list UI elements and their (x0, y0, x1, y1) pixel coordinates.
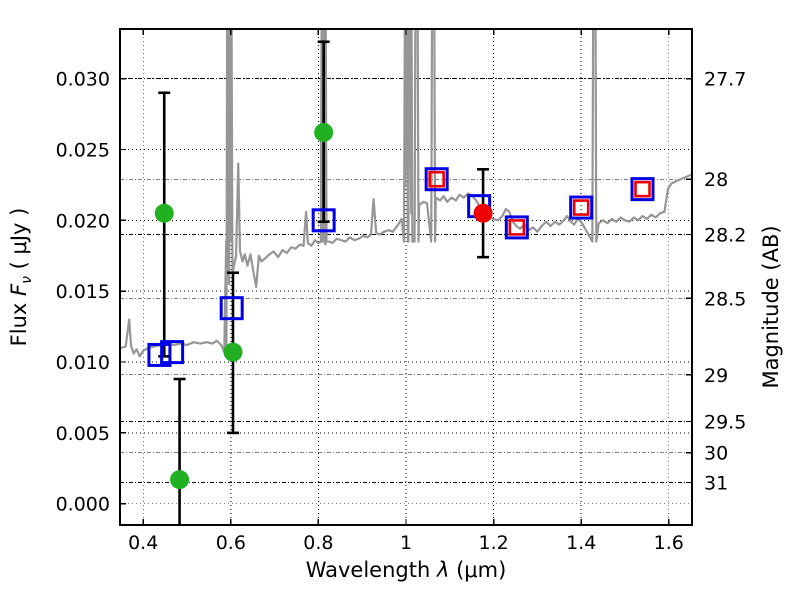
y-right-tick-label: 28 (704, 169, 728, 191)
y-tick-label: 0.020 (56, 210, 110, 232)
spectrum-line (120, 29, 692, 358)
y-right-tick-label: 30 (704, 443, 728, 465)
y-right-tick-label: 29 (704, 365, 728, 387)
y-tick-label: 0.010 (56, 352, 110, 374)
y-right-tick-label: 28.2 (704, 224, 746, 246)
blue-square-marker (219, 296, 244, 321)
blue-square-marker (311, 208, 336, 233)
y-tick-label: 0.030 (56, 69, 110, 91)
blue-square-marker (569, 195, 594, 220)
y-tick-label: 0.000 (56, 494, 110, 516)
x-axis-label: Wavelength λ (μm) (306, 558, 507, 582)
y-right-tick-label: 29.5 (704, 412, 746, 434)
y-tick-label: 0.015 (56, 281, 110, 303)
y-tick-label: 0.025 (56, 139, 110, 161)
red-data-point (473, 203, 493, 223)
x-tick-label: 1.2 (478, 532, 508, 554)
blue-square-marker (160, 340, 185, 365)
y-right-tick-label: 28.5 (704, 288, 746, 310)
x-tick-label: 0.8 (303, 532, 333, 554)
red-square-marker (572, 199, 590, 216)
x-tick-label: 0.4 (128, 532, 158, 554)
green-data-point (223, 342, 243, 362)
green-data-point (170, 470, 190, 490)
x-tick-label: 0.6 (216, 532, 246, 554)
data-layer (120, 29, 692, 525)
red-square-marker (428, 170, 445, 188)
green-data-point (154, 203, 174, 223)
y-tick-label: 0.005 (56, 423, 110, 445)
blue-square-marker (424, 167, 449, 192)
blue-square-marker (147, 342, 172, 367)
x-tick-label: 1.6 (654, 532, 684, 554)
y-axis-label: Flux Fν ( μJy ) (7, 208, 35, 347)
x-tick-label: 1 (400, 532, 412, 554)
y-right-tick-label: 31 (704, 472, 728, 494)
blue-square-marker (504, 215, 529, 240)
red-square-marker (508, 219, 526, 236)
blue-square-marker (630, 177, 655, 202)
y-right-tick-label: 27.7 (704, 69, 746, 91)
y-right-axis-label: Magnitude (AB) (759, 225, 783, 388)
green-data-point (314, 122, 334, 142)
x-tick-label: 1.4 (566, 532, 596, 554)
red-square-marker (634, 180, 651, 198)
